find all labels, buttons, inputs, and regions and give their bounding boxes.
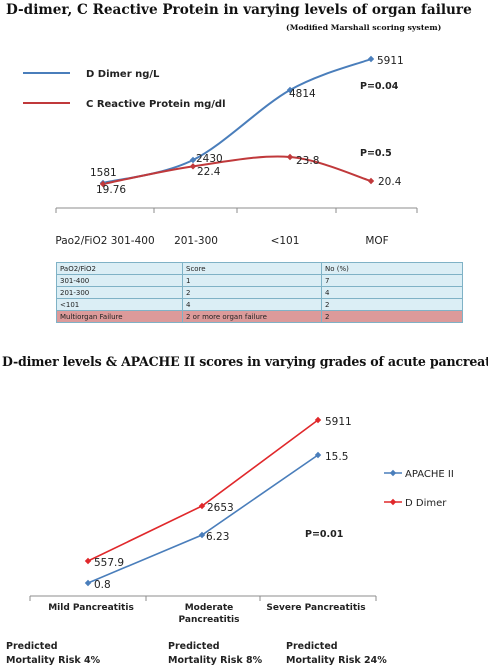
p-value-chart2: P=0.01 [305, 529, 343, 540]
table-row: Multiorgan Failure 2 or more organ failur… [56, 310, 463, 323]
mortality-risk-label: Predicted [6, 641, 58, 652]
table-cell: Multiorgan Failure [56, 310, 183, 323]
d-dimer-2-point [198, 502, 206, 510]
apache-point [84, 579, 92, 587]
apache-data-label: 6.23 [206, 531, 229, 543]
d-dimer-2-point [84, 557, 92, 565]
chart2-category-label: Moderate [185, 603, 234, 613]
d-dimer-point [367, 55, 375, 63]
crp-point [367, 177, 375, 185]
crp-point [286, 153, 294, 161]
crp-data-label: 23.8 [296, 155, 319, 167]
chart2-title: D-dimer levels & APACHE II scores in var… [2, 354, 488, 369]
chart1-category-label: 201-300 [174, 235, 218, 247]
crp-data-label: 20.4 [378, 176, 402, 188]
organ-failure-table: PaO2/FiO2 Score No (%) 301-400 1 7 201-300 2 4 <1… [56, 262, 463, 323]
chart1-category-label: MOF [365, 235, 388, 247]
crp-data-label: 22.4 [197, 166, 221, 178]
d-dimer-2-data-label: 557.9 [94, 557, 124, 569]
crp-data-label: 19.76 [96, 184, 126, 196]
d-dimer-2-point [314, 416, 322, 424]
chart1-title: D-dimer, C Reactive Protein in varying l… [6, 2, 472, 18]
table-header-row: PaO2/FiO2 Score No (%) [56, 262, 463, 275]
mortality-risk-label: Mortality Risk 4% [6, 655, 101, 666]
chart2-category-label: Severe Pancreatitis [266, 603, 365, 613]
p-value-d-dimer: P=0.04 [360, 81, 399, 92]
mortality-risk-label: Predicted [168, 641, 220, 652]
d-dimer-legend-label: D Dimer ng/L [86, 69, 160, 80]
apache-data-label: 0.8 [94, 579, 111, 591]
crp-legend-label: C Reactive Protein mg/dl [86, 99, 226, 110]
d-dimer-2-data-label: 5911 [325, 416, 352, 428]
crp-point [189, 163, 197, 170]
chart1-category-label: Pao2/FiO2 301-400 [55, 235, 154, 247]
d-dimer-data-label: 1581 [90, 167, 117, 179]
apache-data-label: 15.5 [325, 451, 348, 463]
mortality-risk-label: Mortality Risk 8% [168, 655, 263, 666]
crp-point [99, 180, 107, 188]
d-dimer-data-label: 2430 [196, 153, 223, 165]
apache-point [314, 451, 322, 459]
chart1: Pao2/FiO2 301-400 201-300 <101 MOF 1581 2430 4… [23, 55, 418, 247]
crp-series-line [102, 155, 372, 185]
table-row: 201-300 2 4 [56, 286, 463, 299]
mortality-risk-label: Mortality Risk 24% [286, 655, 387, 666]
d-dimer-2-legend-marker [389, 498, 397, 506]
apache-legend-label: APACHE II [405, 469, 454, 480]
p-value-crp: P=0.5 [360, 148, 392, 159]
d-dimer-data-label: 4814 [289, 88, 316, 100]
d-dimer-2-data-label: 2653 [207, 502, 234, 514]
chart1-subtitle: (Modified Marshall scoring system) [286, 23, 442, 32]
chart2-category-label: Mild Pancreatitis [48, 603, 134, 613]
mortality-risk-label: Predicted [286, 641, 338, 652]
chart1-category-label: <101 [271, 235, 300, 247]
apache-point [198, 531, 206, 539]
d-dimer-data-label: 5911 [377, 55, 404, 67]
d-dimer-point [189, 156, 197, 164]
apache-legend-marker [389, 469, 397, 477]
d-dimer-2-series-line [87, 419, 319, 562]
table-cell: 2 or more organ failure [182, 310, 322, 323]
d-dimer-point [286, 86, 294, 94]
d-dimer-2-legend-label: D Dimer [405, 498, 447, 509]
chart2-category-label: Pancreatitis [179, 615, 240, 625]
table-cell: 2 [321, 310, 463, 323]
